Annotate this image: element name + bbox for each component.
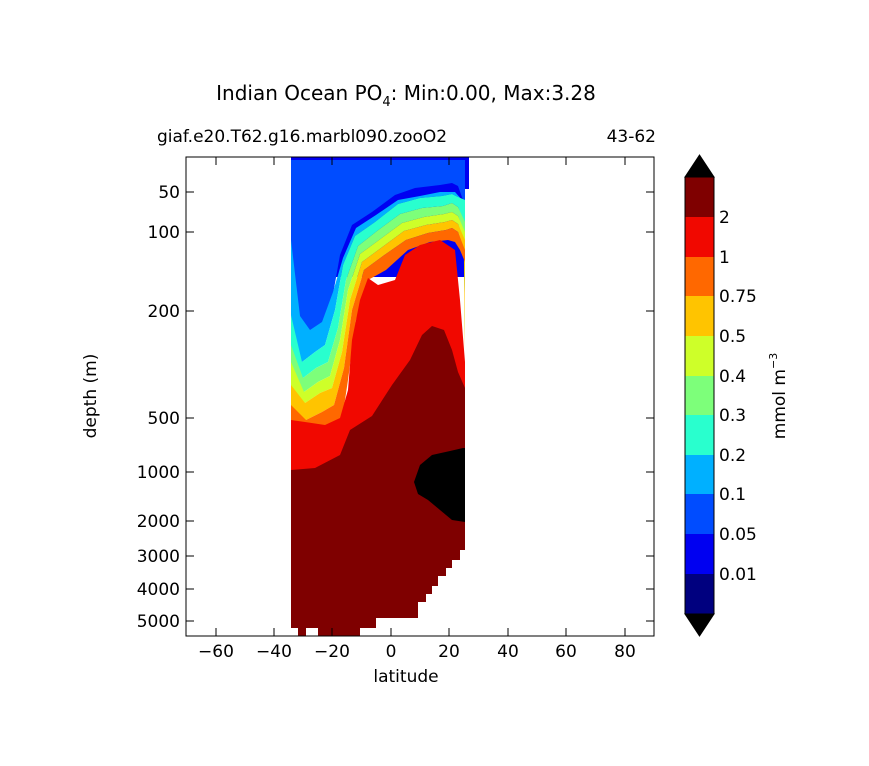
colorbar-tick-label: 0.2	[719, 446, 746, 466]
x-axis: −60 −40 −20 0 20 40 60 80	[198, 157, 636, 662]
colorbar-frame	[684, 176, 715, 615]
x-tick: 60	[555, 157, 577, 662]
y-tick: 5000	[137, 612, 654, 632]
x-tick: 0	[386, 157, 397, 662]
colorbar-segment	[685, 455, 714, 494]
y-tick-label: 50	[158, 183, 180, 203]
colorbar-over-triangle	[684, 154, 715, 178]
colorbar-tick-label: 0.4	[719, 367, 746, 387]
y-tick-label: 5000	[137, 612, 180, 632]
colorbar-segment	[685, 534, 714, 574]
chart-title: Indian Ocean PO4: Min:0.00, Max:3.28	[216, 81, 596, 110]
y-axis: 50 100 200 500 1000 2000 3000 4000	[137, 183, 654, 632]
contour-band-0.3-0.4	[291, 203, 465, 405]
plot-area-frame	[185, 156, 655, 637]
colorbar-tick-label: 0.3	[719, 406, 746, 426]
colorbar-tick-label: 2	[719, 208, 730, 228]
contour-field	[291, 157, 469, 636]
year-range-label: 43-62	[607, 127, 656, 147]
colorbar-segment	[685, 296, 714, 336]
colorbar-segment	[685, 257, 714, 296]
colorbar-segment	[685, 574, 714, 614]
y-tick: 1000	[137, 463, 654, 483]
x-tick: 20	[438, 157, 460, 662]
y-axis-label: depth (m)	[81, 354, 101, 439]
colorbar-segment	[685, 415, 714, 455]
x-axis-label: latitude	[373, 667, 438, 687]
y-tick-label: 1000	[137, 463, 180, 483]
colorbar-segment	[685, 177, 714, 217]
colorbar-segment	[685, 376, 714, 415]
y-tick-label: 4000	[137, 580, 180, 600]
y-tick-label: 2000	[137, 512, 180, 532]
colorbar-tick-label: 0.05	[719, 525, 757, 545]
x-tick: −60	[198, 157, 234, 662]
y-tick-label: 100	[148, 223, 180, 243]
x-tick-label: −20	[314, 642, 350, 662]
contour-band-0.5-0.75	[291, 220, 465, 430]
contour-band-above-max	[414, 448, 465, 522]
y-tick: 500	[148, 409, 654, 429]
y-tick: 100	[148, 223, 654, 243]
y-tick: 50	[158, 183, 654, 203]
contour-band-0.05-0.1	[291, 160, 465, 370]
colorbar-tick-label: 0.5	[719, 327, 746, 347]
case-name-label: giaf.e20.T62.g16.marbl090.zooO2	[157, 127, 447, 147]
x-tick-label: 0	[386, 642, 397, 662]
contour-band-0.4-0.5	[291, 212, 465, 415]
y-tick: 4000	[137, 580, 654, 600]
x-tick: −40	[256, 157, 292, 662]
y-tick-label: 500	[148, 409, 180, 429]
x-tick-label: 80	[614, 642, 636, 662]
x-tick: 40	[497, 157, 519, 662]
colorbar-segment	[685, 217, 714, 257]
colorbar-under-triangle	[684, 613, 715, 637]
ocean-floor-mask	[291, 550, 465, 636]
y-tick-label: 3000	[137, 547, 180, 567]
contour-band-above-2	[291, 326, 465, 636]
x-tick-label: 40	[497, 642, 519, 662]
colorbar-tick-label: 0.01	[719, 565, 757, 585]
y-tick: 2000	[137, 512, 654, 532]
colorbar-units-label: mmol m−3	[767, 353, 790, 439]
x-tick-label: −40	[256, 642, 292, 662]
x-tick-label: 20	[438, 642, 460, 662]
colorbar: 2 1 0.75 0.5 0.4 0.3 0.2 0.1 0.05 0.01 m…	[684, 154, 790, 637]
colorbar-tick-label: 0.1	[719, 485, 746, 505]
colorbar-tick-label: 1	[719, 248, 730, 268]
x-tick: −20	[314, 157, 350, 662]
colorbar-segment	[685, 494, 714, 534]
x-tick: 80	[614, 157, 636, 662]
x-tick-label: 60	[555, 642, 577, 662]
x-tick-label: −60	[198, 642, 234, 662]
y-tick: 200	[148, 302, 654, 322]
colorbar-tick-label: 0.75	[719, 287, 757, 307]
colorbar-segment	[685, 336, 714, 376]
y-tick: 3000	[137, 547, 654, 567]
y-tick-label: 200	[148, 302, 180, 322]
